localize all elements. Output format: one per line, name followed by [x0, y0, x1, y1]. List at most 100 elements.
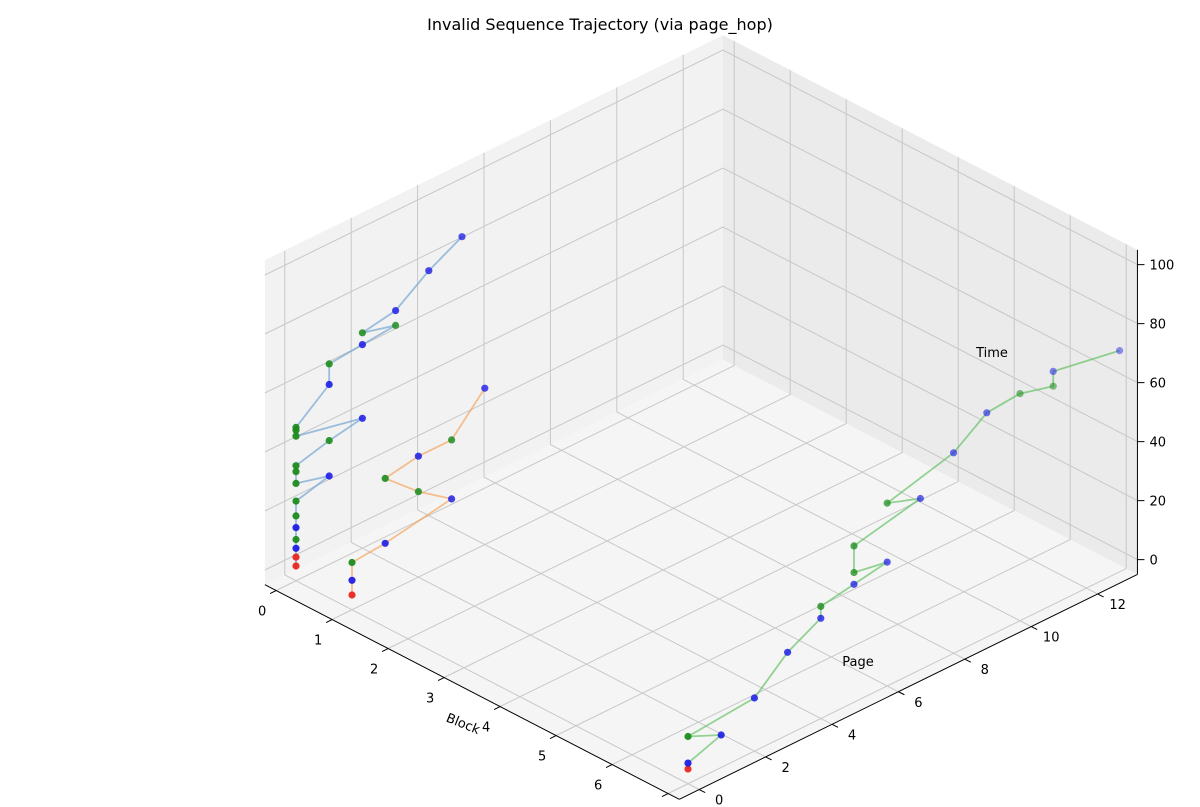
x-tick-label: 5	[538, 750, 546, 765]
gridline-time	[264, 108, 1138, 335]
y-axis-line	[679, 573, 1138, 800]
data-point-write	[1016, 390, 1024, 398]
x-tick-label: 6	[594, 779, 602, 794]
chart-title: Invalid Sequence Trajectory (via page_ho…	[427, 15, 773, 35]
data-point-invalid	[292, 553, 300, 561]
z-tick-label: 80	[1149, 318, 1166, 333]
data-point-write	[850, 568, 858, 577]
x-tick-label: 3	[426, 692, 434, 707]
y-tick	[964, 658, 972, 663]
y-tick-label: 12	[1109, 598, 1126, 613]
y-tick-label: 2	[781, 761, 789, 776]
axis-lines	[264, 249, 1145, 800]
data-point-write	[381, 474, 389, 482]
data-point-write	[325, 360, 333, 368]
data-point-read	[717, 731, 725, 739]
y-axis-label: Page	[842, 655, 873, 670]
y-tick	[898, 691, 905, 696]
y-tick-label: 10	[1043, 631, 1060, 646]
gridline-page	[350, 217, 766, 758]
gridlines	[264, 41, 1138, 794]
y-tick-label: 6	[914, 696, 922, 711]
z-tick-label: 100	[1149, 259, 1174, 274]
data-point-read	[916, 494, 925, 503]
y-tick	[831, 723, 839, 728]
gridline-time	[264, 167, 1138, 394]
data-point-read	[817, 614, 825, 622]
data-point-read	[414, 452, 422, 460]
gridline-page	[549, 120, 966, 660]
gridline-page	[417, 185, 833, 725]
data-point-read	[325, 380, 333, 389]
x-tick	[269, 590, 277, 594]
data-point-write	[292, 462, 300, 470]
data-point-read	[392, 307, 400, 315]
data-point-read	[850, 580, 858, 588]
x-axis-label: Block	[444, 711, 483, 738]
data-point-write	[292, 535, 300, 544]
data-point-read	[348, 576, 356, 584]
data-point-write	[292, 479, 300, 487]
trajectory-line-block-1	[351, 387, 486, 595]
data-point-read	[425, 267, 433, 275]
x-tick-label: 2	[370, 663, 378, 678]
z-tick-label: 40	[1149, 436, 1166, 451]
data-point-write	[348, 558, 356, 567]
data-point-read	[358, 341, 366, 349]
data-point-write	[292, 423, 300, 431]
z-axis-label: Time	[975, 346, 1008, 361]
data-point-write	[292, 512, 300, 520]
floor-pane	[264, 359, 1138, 800]
x-tick-label: 4	[482, 721, 490, 736]
x-tick-label: 1	[314, 634, 322, 649]
tick-labels: 01234567024681012020406080100	[258, 259, 1174, 807]
data-point-read	[381, 539, 389, 547]
z-tick-label: 20	[1149, 495, 1166, 510]
gridline-time	[264, 49, 1138, 276]
x-tick	[493, 706, 501, 710]
data-point-write	[414, 488, 422, 496]
data-point-write	[850, 542, 858, 550]
y-tick	[765, 756, 772, 761]
data-point-write	[817, 602, 825, 611]
data-point-read	[481, 384, 489, 392]
y-tick	[698, 789, 706, 793]
data-point-write	[392, 321, 400, 329]
data-point-read	[983, 409, 991, 417]
y-tick	[1097, 593, 1104, 598]
data-point-read	[448, 495, 456, 503]
x-tick	[437, 677, 445, 681]
x-tick	[325, 619, 333, 623]
gridline-page	[284, 250, 700, 790]
z-tick-label: 0	[1149, 554, 1157, 569]
x-tick-label: 0	[258, 605, 266, 620]
data-point-read	[883, 558, 891, 566]
y-tick-label: 4	[848, 728, 856, 743]
x-tick	[549, 735, 557, 739]
data-point-read	[458, 233, 466, 241]
back-pane	[723, 35, 1138, 575]
y-tick-label: 8	[981, 663, 989, 678]
data-point-read	[1116, 347, 1124, 355]
data-point-write	[883, 499, 891, 507]
data-point-write	[684, 732, 692, 741]
data-point-write	[448, 436, 456, 444]
x-axis-line	[264, 584, 680, 800]
y-tick-label: 0	[715, 794, 723, 807]
gridline-page	[616, 87, 1032, 627]
y-tick	[1030, 626, 1038, 630]
data-point-write	[292, 432, 300, 440]
data-point-write	[292, 468, 300, 476]
gridline-time	[264, 226, 1138, 453]
data-point-write	[358, 329, 366, 337]
data-point-write	[325, 437, 333, 445]
data-point-read	[1049, 367, 1057, 375]
data-points	[292, 233, 1124, 773]
data-point-read	[784, 648, 792, 656]
z-tick-label: 60	[1149, 377, 1166, 392]
data-point-read	[325, 472, 333, 480]
gridline-time	[264, 285, 1138, 512]
gridline-page	[682, 54, 1098, 595]
data-point-invalid	[684, 765, 692, 773]
